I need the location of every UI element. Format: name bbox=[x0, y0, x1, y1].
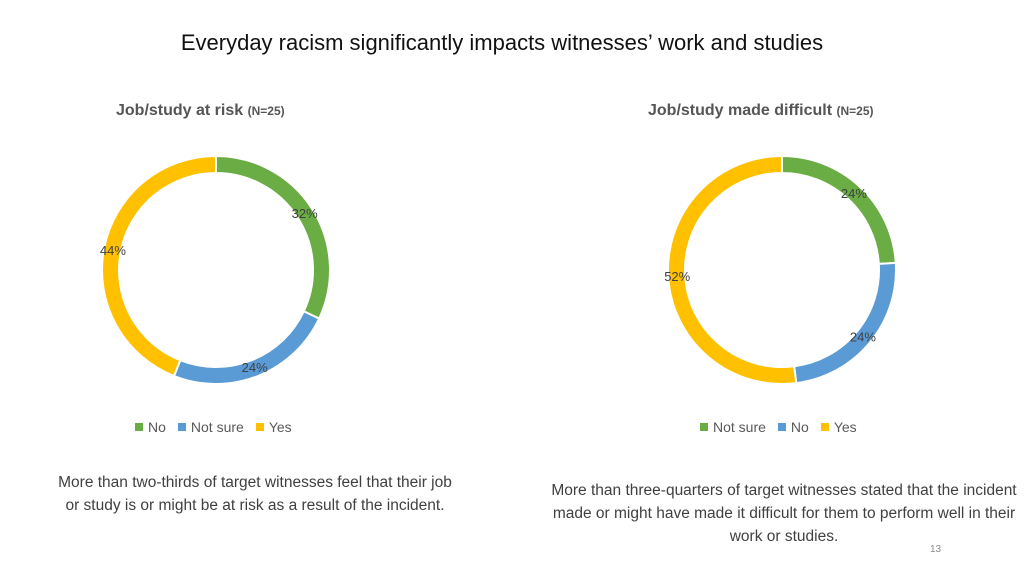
chart-title-text: Job/study at risk bbox=[116, 102, 244, 119]
legend-label: Yes bbox=[833, 419, 857, 435]
caption-left: More than two-thirds of target witnesses… bbox=[58, 474, 452, 514]
data-label-not-sure: 24% bbox=[841, 186, 867, 201]
legend-swatch bbox=[255, 423, 264, 431]
legend-item-yes: Yes bbox=[820, 419, 857, 435]
legend-label: No bbox=[790, 419, 809, 435]
data-label-yes: 52% bbox=[664, 269, 690, 284]
chart-title-job-study-at-risk: Job/study at risk (N=25) bbox=[116, 102, 285, 120]
legend-job-study-made-difficult: Not sure No Yes bbox=[700, 419, 869, 435]
data-label-no: 24% bbox=[850, 329, 876, 344]
legend-label: Yes bbox=[268, 419, 292, 435]
chart-sample-size: (N=25) bbox=[836, 104, 874, 118]
legend-swatch bbox=[777, 423, 786, 431]
chart-sample-size: (N=25) bbox=[247, 104, 285, 118]
legend-item-not-sure: Not sure bbox=[700, 419, 766, 435]
legend-swatch bbox=[177, 423, 186, 431]
donut-slice-yes bbox=[667, 154, 798, 385]
page-number: 13 bbox=[930, 544, 942, 555]
legend-item-no: No bbox=[135, 419, 166, 435]
donut-chart-job-study-at-risk: 32% 24% 44% bbox=[100, 154, 331, 385]
donut-slice-not-sure bbox=[781, 154, 897, 265]
data-label-not-sure: 24% bbox=[242, 360, 268, 375]
legend-swatch bbox=[135, 423, 143, 431]
data-label-no: 32% bbox=[292, 206, 318, 221]
chart-title-job-study-made-difficult: Job/study made difficult (N=25) bbox=[648, 102, 873, 120]
data-label-yes: 44% bbox=[100, 243, 126, 258]
legend-label: Not sure bbox=[190, 419, 244, 435]
legend-swatch bbox=[820, 423, 829, 431]
legend-label: No bbox=[148, 419, 166, 435]
legend-job-study-at-risk: No Not sure Yes bbox=[135, 419, 304, 435]
legend-item-not-sure: Not sure bbox=[177, 419, 244, 435]
caption-right: More than three-quarters of target witne… bbox=[551, 482, 1017, 545]
slide-title: Everyday racism significantly impacts wi… bbox=[180, 30, 824, 55]
donut-slice-yes bbox=[101, 154, 217, 378]
legend-item-yes: Yes bbox=[255, 419, 292, 435]
chart-title-text: Job/study made difficult bbox=[648, 102, 833, 119]
donut-slice-no bbox=[215, 154, 331, 320]
donut-slice-no bbox=[793, 261, 897, 385]
donut-chart-job-study-made-difficult: 24% 24% 52% bbox=[664, 154, 897, 385]
legend-label: Not sure bbox=[713, 419, 766, 435]
legend-swatch bbox=[700, 423, 708, 431]
legend-item-no: No bbox=[777, 419, 809, 435]
